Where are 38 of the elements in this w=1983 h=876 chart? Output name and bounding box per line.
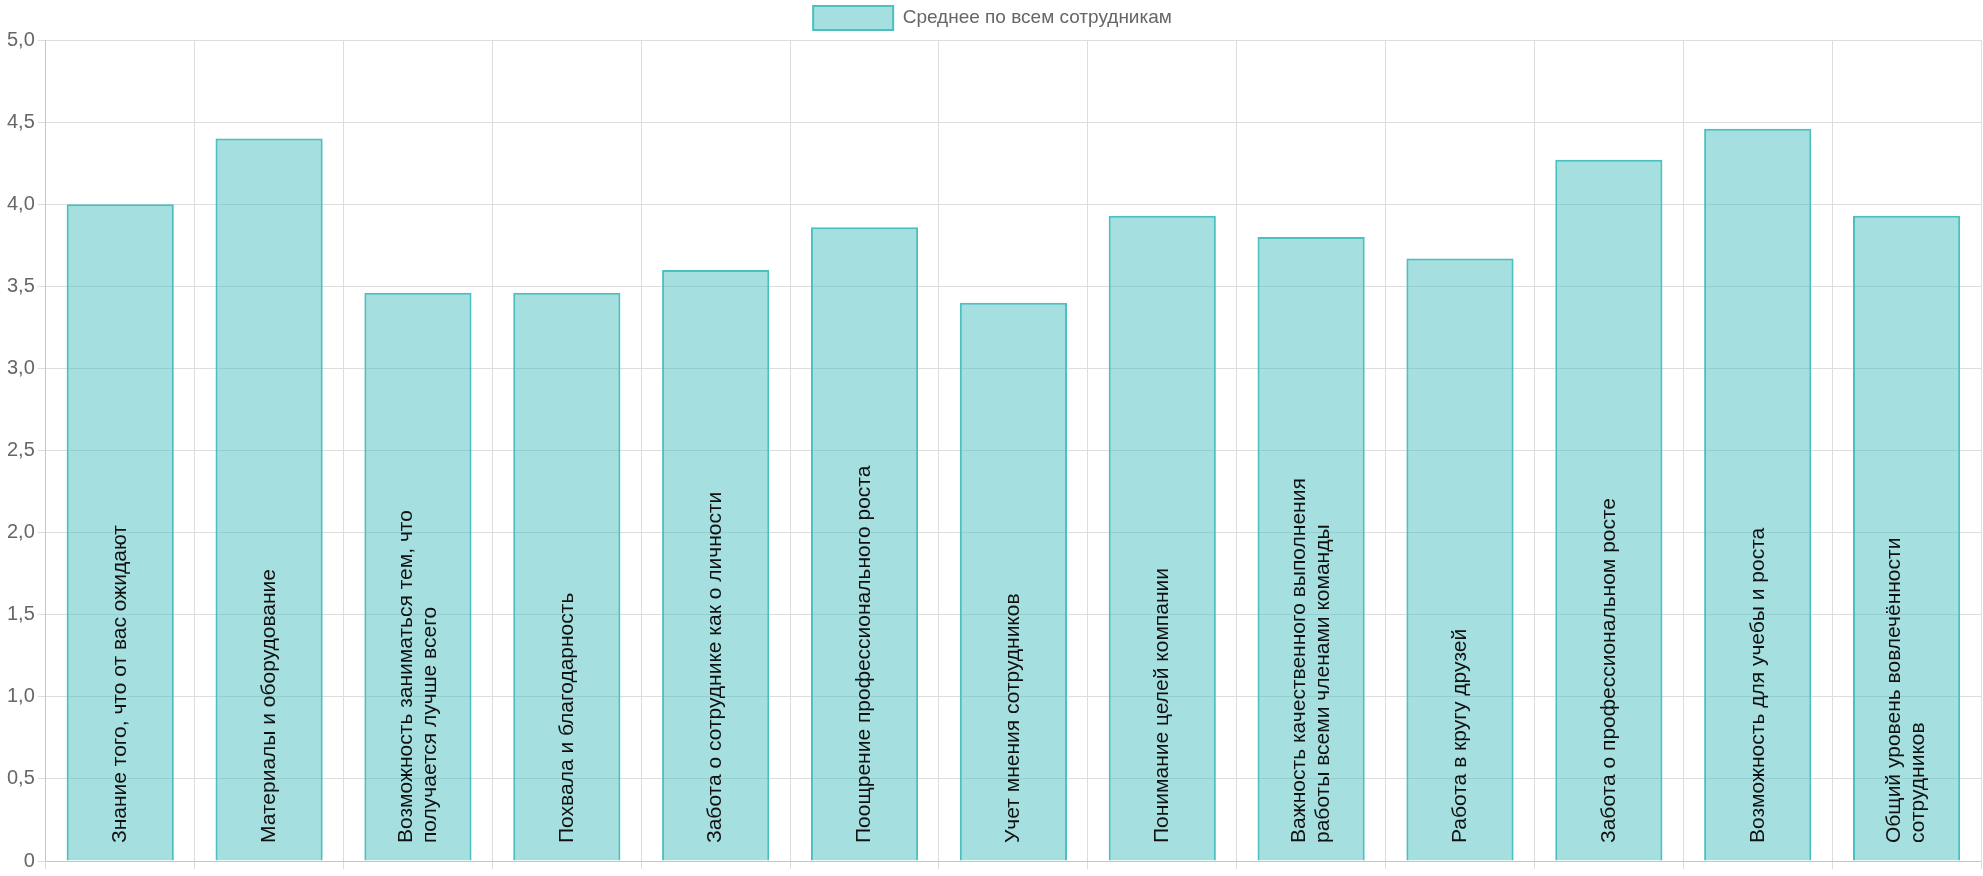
- x-tick-label: Важность качественного выполнения работы всеми членами команды: [1285, 478, 1333, 843]
- x-tick-label: Забота о профессиональном росте: [1595, 497, 1619, 843]
- bar: [1108, 215, 1216, 861]
- y-tick-label: 3,0: [6, 355, 35, 378]
- x-tick-label: Похвала и благодарность: [553, 592, 577, 843]
- bar: [1555, 159, 1663, 861]
- x-tick-label: Забота о сотруднике как о личности: [702, 491, 726, 843]
- x-tick-label: Понимание целей компании: [1149, 568, 1173, 843]
- y-tick-label: 0,5: [6, 766, 35, 789]
- y-tick-label: 1,0: [6, 684, 35, 707]
- bar: [66, 204, 174, 861]
- bar: [1704, 128, 1812, 861]
- bar: [1257, 237, 1365, 861]
- x-tick-label: Работа в кругу друзей: [1446, 628, 1470, 843]
- y-tick-label: 5,0: [6, 27, 35, 50]
- y-tick-label: 0: [23, 848, 35, 871]
- bar: [364, 292, 472, 861]
- x-tick-label: Возможность заниматься тем, что получается лучше всего: [392, 510, 440, 843]
- y-tick-label: 4,5: [6, 109, 35, 132]
- x-tick-label: Знание того, что от вас ожидают: [107, 524, 131, 843]
- x-tick-label: Учет мнения сотрудников: [1000, 593, 1024, 843]
- x-tick-label: Возможность для учебы и роста: [1744, 527, 1768, 843]
- bar: [810, 227, 919, 861]
- x-tick-label: Общий уровень вовлечённости сотрудников: [1881, 537, 1929, 843]
- bar: [959, 302, 1067, 861]
- y-tick-label: 2,5: [6, 438, 35, 461]
- bar: [1852, 215, 1961, 861]
- y-tick-label: 4,0: [6, 191, 35, 214]
- x-tick-label: Поощрение профессионального роста: [851, 465, 875, 843]
- y-tick-label: 2,0: [6, 520, 35, 543]
- bar: [513, 292, 621, 861]
- y-tick-label: 3,5: [6, 273, 35, 296]
- y-tick-label: 1,5: [6, 602, 35, 625]
- legend-label: Среднее по всем сотрудникам: [902, 6, 1172, 28]
- x-tick-label: Материалы и оборудование: [255, 568, 279, 843]
- bar: [1406, 258, 1514, 861]
- bar: [662, 269, 770, 861]
- bar: [215, 138, 323, 861]
